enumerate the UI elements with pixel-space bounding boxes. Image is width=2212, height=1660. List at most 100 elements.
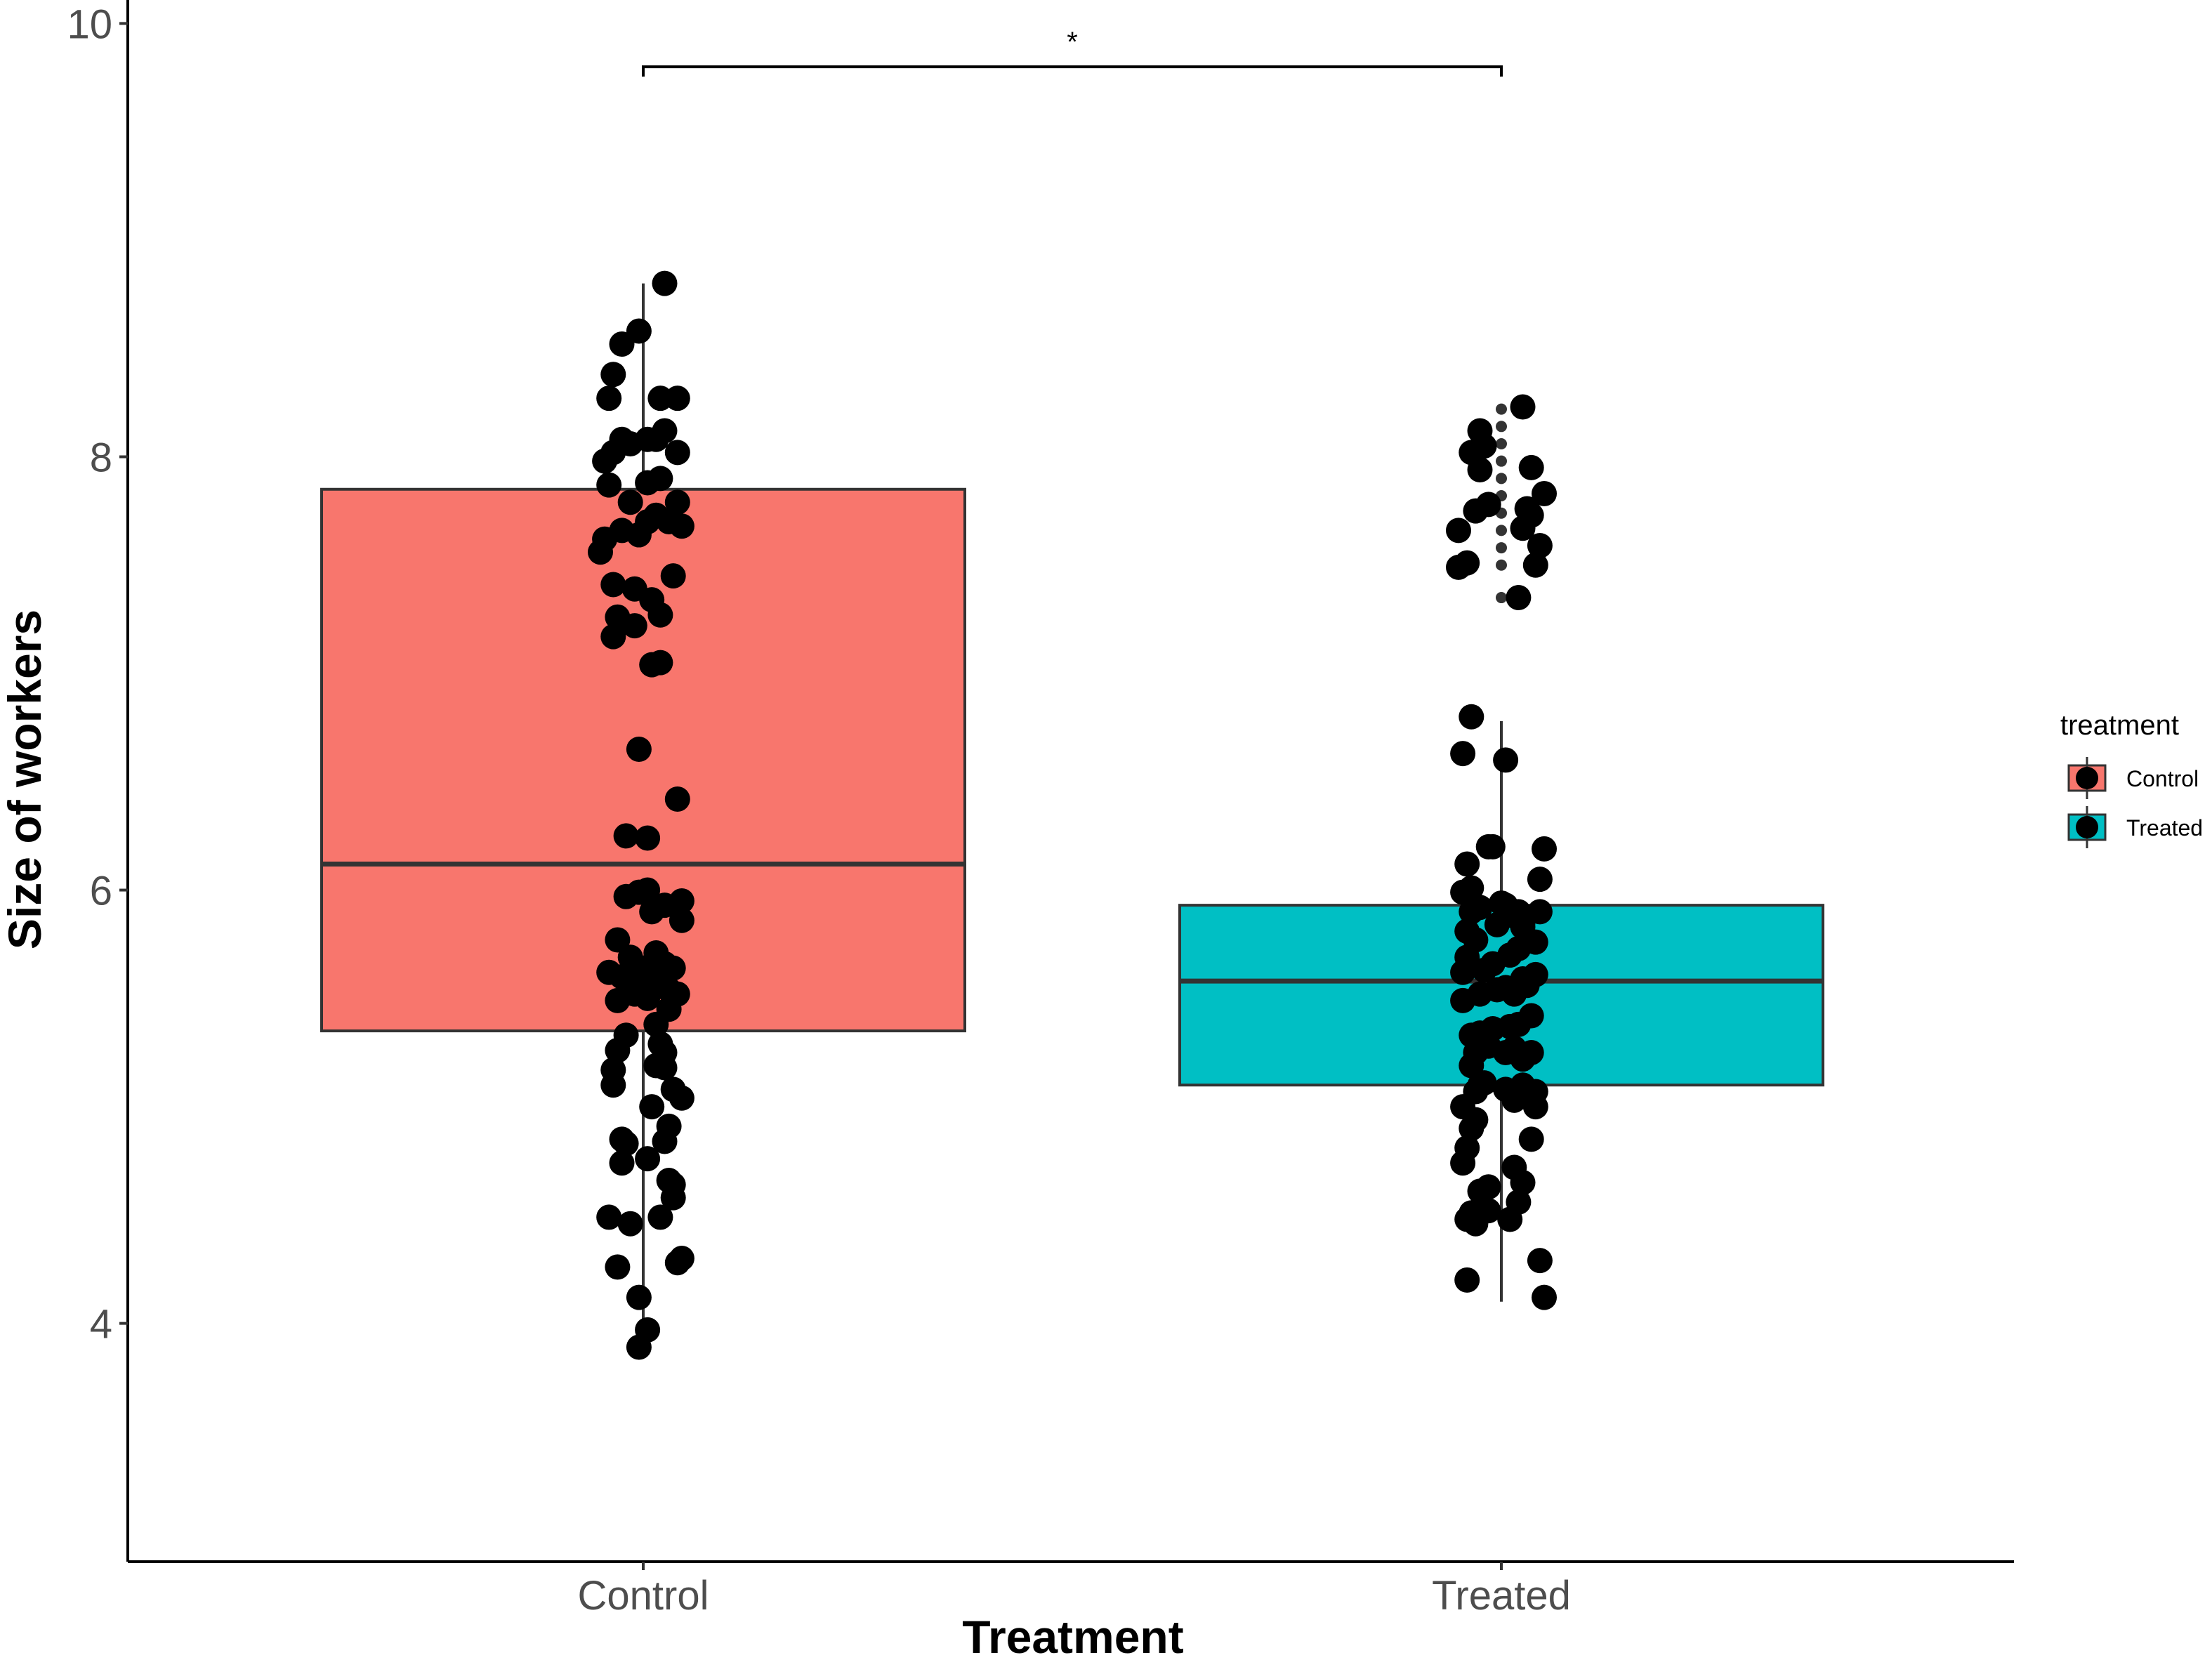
data-point [596, 472, 622, 498]
outlier-point [1496, 559, 1507, 571]
data-point [656, 1113, 682, 1139]
data-point [1506, 585, 1532, 611]
data-point [1532, 1284, 1557, 1310]
outlier-point [1496, 473, 1507, 485]
box-group-control [320, 270, 966, 1360]
data-point [1501, 1154, 1527, 1180]
data-point [1527, 532, 1553, 558]
data-point [600, 1057, 626, 1083]
data-point [1527, 867, 1553, 892]
data-point [1454, 1267, 1480, 1293]
legend-label: Control [2126, 766, 2199, 791]
data-point [1459, 704, 1484, 730]
significance-bracket [642, 65, 1503, 77]
data-point [617, 489, 643, 515]
data-point [617, 1211, 643, 1237]
data-point [669, 907, 694, 933]
y-tick-label: 10 [67, 1, 112, 47]
outlier-point [1496, 592, 1507, 604]
data-point [1454, 1135, 1480, 1161]
data-point [647, 650, 673, 676]
data-point [664, 386, 690, 411]
data-point [639, 1094, 665, 1120]
data-point [1475, 1198, 1501, 1224]
data-point [600, 624, 626, 650]
outlier-point [1496, 455, 1507, 467]
data-point [1454, 851, 1480, 877]
data-point [1510, 394, 1536, 420]
data-point [664, 786, 690, 812]
legend-title: treatment [2060, 710, 2179, 741]
data-point [647, 1204, 673, 1230]
outlier-point [1496, 525, 1507, 536]
data-point [660, 1076, 686, 1102]
data-point [660, 1185, 686, 1211]
legend-dot [2076, 816, 2098, 838]
data-point [635, 1317, 661, 1343]
data-point [1467, 895, 1493, 921]
data-point [635, 877, 661, 903]
data-point [652, 270, 678, 296]
legend-label: Treated [2126, 815, 2203, 841]
data-point [1518, 454, 1544, 480]
data-point [1522, 1079, 1548, 1105]
data-point [596, 386, 622, 411]
data-point [1475, 1174, 1501, 1200]
data-point [609, 331, 635, 357]
significance-label: * [1067, 27, 1078, 58]
data-point [660, 563, 686, 589]
outlier-point [1496, 542, 1507, 554]
x-axis-title: Treatment [962, 1611, 1183, 1660]
x-tick-label: Treated [1432, 1573, 1571, 1619]
data-point [613, 823, 639, 849]
data-point [600, 362, 626, 388]
data-point [605, 927, 631, 953]
y-axis-title: Size of workers [0, 610, 51, 949]
data-point [1450, 741, 1476, 767]
data-point [1506, 1189, 1532, 1215]
data-point [626, 737, 652, 763]
data-point [1522, 929, 1548, 955]
data-point [1467, 418, 1493, 444]
y-tick-label: 4 [90, 1302, 112, 1348]
outlier-point [1496, 437, 1507, 449]
outlier-point [1496, 421, 1507, 433]
data-point [1518, 1039, 1544, 1065]
data-point [635, 825, 661, 851]
data-point [1446, 518, 1471, 544]
data-point [664, 440, 690, 466]
plot-area [320, 270, 1824, 1360]
data-point [1454, 550, 1480, 576]
data-point [609, 1150, 635, 1176]
data-point [617, 944, 643, 970]
data-point [669, 888, 694, 914]
axes: 4 6 8 10 Control Treated * [67, 0, 2014, 1619]
data-point [669, 1246, 694, 1272]
data-point [1522, 961, 1548, 987]
data-point [1463, 927, 1489, 953]
legend-key-control: Control [2067, 757, 2199, 799]
legend-dot [2076, 767, 2098, 789]
data-point [1527, 1248, 1553, 1274]
data-point [652, 418, 678, 444]
data-point [1480, 834, 1506, 859]
data-point [621, 613, 647, 639]
data-point [660, 955, 686, 981]
data-point [1514, 496, 1540, 522]
data-point [1459, 875, 1484, 901]
data-point [1527, 899, 1553, 925]
data-point [626, 318, 652, 344]
data-point [605, 1254, 631, 1280]
data-point [613, 1131, 639, 1157]
data-point [669, 513, 694, 539]
data-point [626, 973, 652, 999]
data-point [1532, 836, 1557, 862]
data-point [1532, 480, 1557, 506]
data-point [664, 489, 690, 515]
data-point [1518, 1126, 1544, 1152]
data-point [621, 576, 647, 602]
legend: treatment Control Treated [2060, 710, 2203, 848]
data-point [1518, 1003, 1544, 1029]
data-point [613, 1022, 639, 1048]
data-point [647, 466, 673, 492]
